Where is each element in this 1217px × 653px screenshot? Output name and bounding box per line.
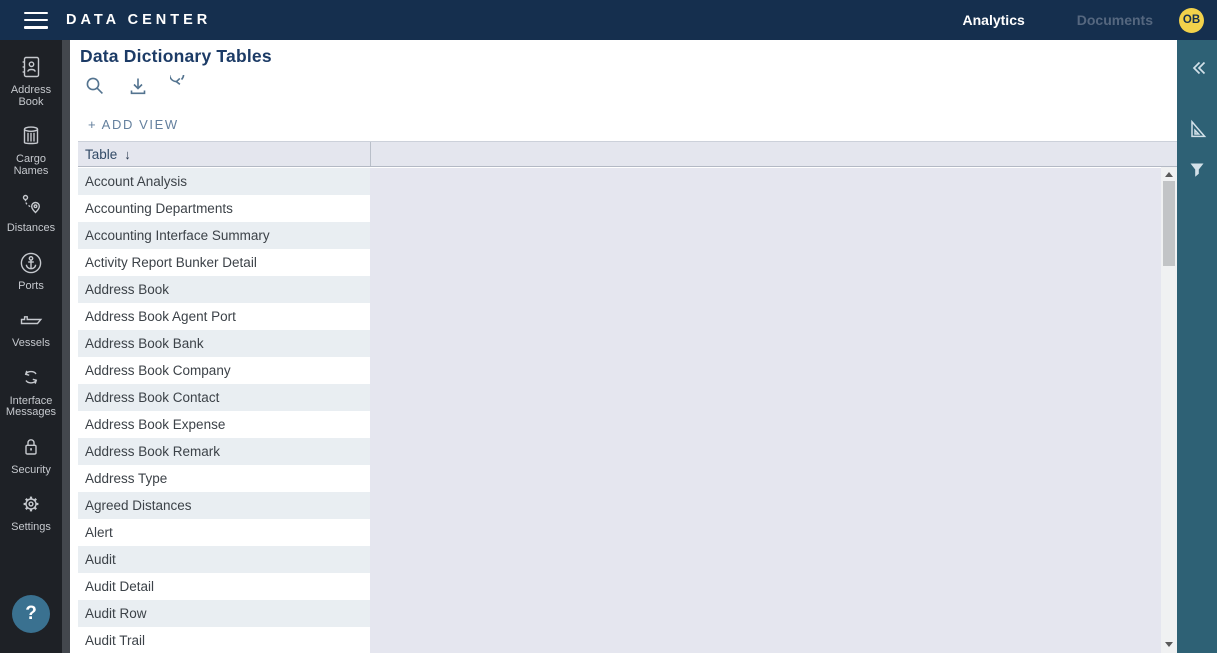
toolbar <box>84 66 192 97</box>
table-row[interactable]: Address Book Company <box>78 357 370 384</box>
sidebar-item-label: Vessels <box>12 337 50 350</box>
collapse-panel-icon[interactable] <box>1177 48 1217 88</box>
right-tool-panel <box>1177 40 1217 653</box>
address-book-icon <box>18 54 44 80</box>
table-cell: Address Book Company <box>85 363 231 378</box>
table-cell: Audit Detail <box>85 579 155 594</box>
table-row[interactable]: Address Type <box>78 465 370 492</box>
sidebar-item-label: Cargo Names <box>13 153 49 177</box>
sidebar-item-label: Address Book <box>10 84 52 108</box>
table-row[interactable]: Alert <box>78 519 370 546</box>
sidebar-item-interface-messages[interactable]: Interface Messages <box>0 365 62 419</box>
table-row[interactable]: Address Book Contact <box>78 384 370 411</box>
table-cell: Address Book Expense <box>85 417 226 432</box>
filter-icon[interactable] <box>1177 149 1217 189</box>
table-row[interactable]: Address Book Agent Port <box>78 303 370 330</box>
column-header-table[interactable]: Table ↓ <box>78 142 370 166</box>
table-header-filler <box>370 142 1177 166</box>
table-cell: Activity Report Bunker Detail <box>85 255 257 270</box>
table-cell: Address Book <box>85 282 170 297</box>
table-row[interactable]: Audit Row <box>78 600 370 627</box>
page-title: Data Dictionary Tables <box>80 46 272 66</box>
nav-analytics[interactable]: Analytics <box>962 12 1025 28</box>
table-row[interactable]: Audit <box>78 546 370 573</box>
main-content: Data Dictionary Tables + ADD VIEW <box>70 40 1177 653</box>
table-header-row: Table ↓ <box>78 141 1177 167</box>
cargo-names-icon <box>18 123 44 149</box>
sidebar-item-settings[interactable]: Settings <box>0 491 62 534</box>
column-header-label: Table <box>85 146 118 162</box>
settings-icon <box>18 491 44 517</box>
table-cell: Address Type <box>85 471 168 486</box>
table-cell: Address Book Contact <box>85 390 220 405</box>
download-icon[interactable] <box>127 75 149 97</box>
scroll-down-icon[interactable] <box>1161 637 1177 651</box>
distances-icon <box>18 192 44 218</box>
reset-icon[interactable] <box>168 66 192 97</box>
table-row[interactable]: Accounting Interface Summary <box>78 222 370 249</box>
sidebar-item-address-book[interactable]: Address Book <box>0 54 62 108</box>
table-row[interactable]: Accounting Departments <box>78 195 370 222</box>
table-cell: Audit Row <box>85 606 147 621</box>
sidebar-item-ports[interactable]: Ports <box>0 250 62 293</box>
interface-messages-icon <box>18 365 44 391</box>
table-cell: Accounting Departments <box>85 201 233 216</box>
table-cell: Account Analysis <box>85 174 188 189</box>
sidebar-item-label: Interface Messages <box>5 394 57 419</box>
table-row[interactable]: Agreed Distances <box>78 492 370 519</box>
sidebar-item-distances[interactable]: Distances <box>0 192 62 235</box>
search-icon[interactable] <box>84 75 106 97</box>
table-row[interactable]: Address Book Expense <box>78 411 370 438</box>
table-cell: Accounting Interface Summary <box>85 228 270 243</box>
data-dictionary-table: Table ↓ Account Analysis Accounting Depa… <box>78 141 1177 653</box>
measure-icon[interactable] <box>1177 109 1217 149</box>
sidebar-item-label: Distances <box>6 222 56 235</box>
menu-icon[interactable] <box>24 11 48 29</box>
table-cell: Address Book Remark <box>85 444 221 459</box>
table-cell: Audit Trail <box>85 633 146 648</box>
app-title: DATA CENTER <box>66 12 212 28</box>
sidebar-item-security[interactable]: Security <box>0 434 62 477</box>
left-sidebar: Address Book Cargo Names Distances <box>0 40 70 653</box>
table-row[interactable]: Address Book <box>78 276 370 303</box>
table-cell: Address Book Agent Port <box>85 309 236 324</box>
help-button[interactable]: ? <box>12 595 50 633</box>
table-row[interactable]: Audit Trail <box>78 627 370 653</box>
sidebar-item-cargo-names[interactable]: Cargo Names <box>0 123 62 177</box>
table-cell: Audit <box>85 552 116 567</box>
sort-descending-icon[interactable]: ↓ <box>124 146 131 162</box>
add-view-button[interactable]: + ADD VIEW <box>88 117 179 132</box>
avatar[interactable]: OB <box>1179 7 1204 33</box>
table-row[interactable]: Audit Detail <box>78 573 370 600</box>
nav-documents[interactable]: Documents <box>1076 12 1153 28</box>
table-row[interactable]: Activity Report Bunker Detail <box>78 249 370 276</box>
table-body: Account Analysis Accounting Departments … <box>78 168 1177 653</box>
scroll-up-icon[interactable] <box>1161 167 1177 181</box>
table-cell: Address Book Bank <box>85 336 204 351</box>
table-row[interactable]: Address Book Bank <box>78 330 370 357</box>
ports-icon <box>18 250 44 276</box>
table-row[interactable]: Address Book Remark <box>78 438 370 465</box>
scrollbar-thumb[interactable] <box>1163 181 1175 266</box>
vertical-scrollbar[interactable] <box>1161 167 1177 653</box>
vessels-icon <box>18 307 44 333</box>
sidebar-item-label: Security <box>11 463 51 476</box>
table-cell: Alert <box>85 525 113 540</box>
sidebar-item-label: Ports <box>18 279 44 292</box>
top-nav: Analytics Documents OB <box>962 7 1217 33</box>
table-cell: Agreed Distances <box>85 498 192 513</box>
security-icon <box>18 434 44 460</box>
sidebar-item-vessels[interactable]: Vessels <box>0 307 62 350</box>
table-row[interactable]: Account Analysis <box>78 168 370 195</box>
sidebar-item-label: Settings <box>11 521 51 534</box>
top-bar: DATA CENTER Analytics Documents OB <box>0 0 1217 40</box>
